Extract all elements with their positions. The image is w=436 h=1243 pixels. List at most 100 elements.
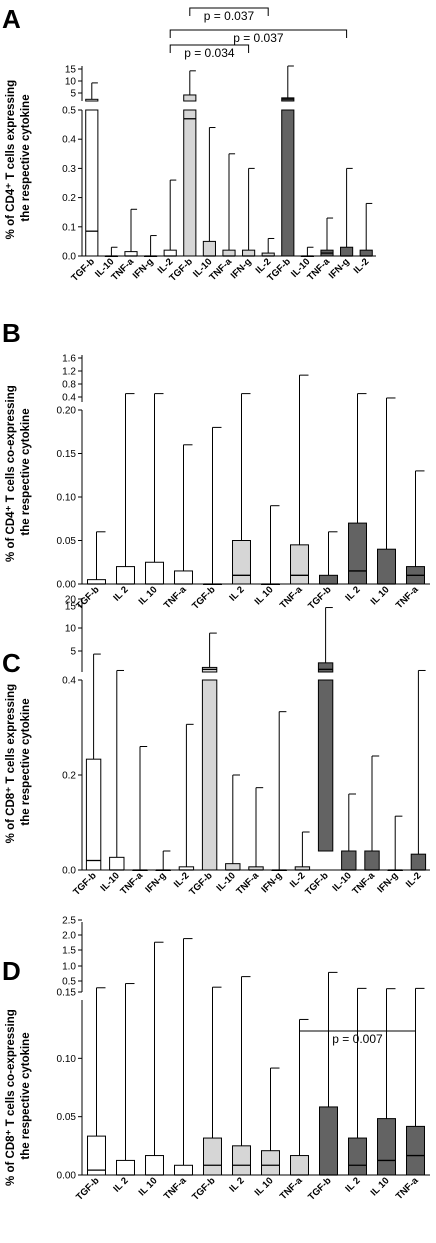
- category-label: IL 2: [111, 1175, 130, 1194]
- panel-d: D % of CD8⁺ T cells co-expressing the re…: [2, 916, 430, 1203]
- y-tick-label: 0.5: [62, 106, 76, 117]
- category-label: TGF-b: [306, 1175, 334, 1203]
- y-tick-label: 15: [65, 65, 77, 76]
- y-axis-label-d-line2: the respective cytokine: [20, 1032, 32, 1159]
- significance-bracket: [169, 44, 250, 53]
- category-label: IL 2: [343, 1175, 362, 1194]
- category-label: IL 2: [343, 584, 362, 603]
- y-axis-label-d: % of CD8⁺ T cells co-expressing the resp…: [5, 1006, 32, 1186]
- category-label: IFN-g: [375, 870, 400, 895]
- category-label: IL 10: [137, 1175, 160, 1198]
- y-tick-label: 0.0: [62, 252, 76, 263]
- category-label: IFN-g: [259, 870, 284, 895]
- box: [410, 853, 427, 871]
- y-tick-label: 10: [65, 77, 77, 88]
- p-value-label: p = 0.037: [233, 31, 284, 45]
- y-axis-label-c-line2: the respective cytokine: [20, 698, 32, 825]
- y-tick-label: 0.0: [62, 866, 76, 877]
- panel-letter-a: A: [2, 4, 21, 34]
- plot-b: 0.00 0.05 0.10 0.15 0.20 0.4 0.8 1.2 1.6 TGF-b IL …: [57, 354, 430, 612]
- category-label: IL 10: [253, 1175, 276, 1198]
- panel-letter-b: B: [2, 318, 21, 348]
- p-value-label: p = 0.034: [184, 46, 235, 60]
- box: [364, 850, 380, 871]
- category-label: TNF-a: [305, 256, 332, 283]
- category-label: TNF-a: [118, 870, 145, 897]
- box: [290, 544, 309, 585]
- y-tick-label: 0.4: [62, 135, 76, 146]
- category-label: TNF-a: [109, 256, 136, 283]
- category-label: IL 10: [369, 1175, 392, 1198]
- category-label: TNF-a: [162, 584, 189, 611]
- box: [348, 1137, 367, 1176]
- category-label: IFN-g: [131, 256, 156, 281]
- box: [348, 522, 367, 585]
- category-label: IL-2: [404, 870, 424, 890]
- box: [116, 566, 135, 585]
- y-tick-label: 0.10: [57, 1054, 77, 1065]
- y-axis-label-b-line1: % of CD4⁺ T cells co-expressing: [5, 385, 17, 562]
- category-label: IFN-g: [143, 870, 168, 895]
- category-label: TGF-b: [190, 584, 218, 612]
- box: [232, 1145, 251, 1176]
- box: [87, 1135, 106, 1176]
- y-tick-label: 0.8: [62, 380, 76, 391]
- panel-b: B % of CD4⁺ T cells co-expressing the re…: [2, 318, 430, 612]
- y-tick-label: 1.0: [62, 962, 76, 973]
- category-label: TNF-a: [162, 1175, 189, 1202]
- category-label: IL 10: [137, 584, 160, 607]
- box: [319, 1106, 338, 1176]
- y-tick-label: 2.0: [62, 931, 76, 942]
- category-label: TNF-a: [278, 1175, 305, 1202]
- y-tick-label: 0.00: [57, 1171, 77, 1182]
- box-upper: [183, 94, 197, 102]
- y-tick-label: 5: [70, 647, 76, 658]
- category-label: TNF-a: [394, 584, 421, 611]
- box: [242, 249, 256, 257]
- y-tick-label: 0.3: [62, 164, 76, 175]
- category-label: TNF-a: [278, 584, 305, 611]
- y-tick-label: 0.4: [62, 393, 76, 404]
- y-tick-label: 15: [65, 602, 77, 613]
- p-value-label: p = 0.037: [204, 9, 255, 23]
- y-tick-label: 0.15: [57, 988, 77, 999]
- category-label: IL 10: [253, 584, 276, 607]
- y-axis-label-b-line2: the respective cytokine: [20, 408, 32, 535]
- box: [281, 109, 295, 257]
- box: [377, 548, 396, 585]
- panel-letter-d: D: [2, 956, 21, 986]
- category-label: IL-2: [172, 870, 192, 890]
- box: [85, 758, 102, 871]
- p-value-label: p = 0.007: [332, 1032, 383, 1046]
- box-upper: [85, 98, 99, 102]
- y-tick-label: 0.20: [57, 406, 77, 417]
- significance-bracket: [299, 1030, 416, 1039]
- category-label: TGF-b: [74, 1175, 102, 1203]
- y-axis-label-c-line1: % of CD8⁺ T cells expressing: [5, 684, 17, 843]
- box: [201, 679, 218, 871]
- panel-c: C % of CD8⁺ T cells expressing the respe…: [2, 595, 430, 898]
- y-axis-label-a: % of CD4⁺ T cells expressing the respect…: [5, 77, 32, 240]
- box: [203, 1137, 222, 1176]
- box: [319, 574, 338, 585]
- y-tick-label: 0.2: [62, 193, 76, 204]
- box: [225, 863, 241, 871]
- box: [174, 1164, 193, 1176]
- category-label: IFN-g: [327, 256, 352, 281]
- category-label: IL 2: [227, 584, 246, 603]
- box: [341, 850, 357, 871]
- y-tick-label: 0.00: [57, 580, 77, 591]
- y-tick-label: 1.2: [62, 367, 76, 378]
- box: [222, 249, 236, 257]
- y-tick-label: 0.05: [57, 1112, 77, 1123]
- box: [340, 246, 354, 257]
- box: [406, 1125, 425, 1176]
- box: [124, 251, 138, 257]
- plot-a: 0.00.10.20.30.40.551015TGF-bIL-10TNF-aIF…: [62, 7, 376, 284]
- category-label: TNF-a: [207, 256, 234, 283]
- box: [163, 249, 177, 257]
- category-label: IL 2: [227, 1175, 246, 1194]
- significance-bracket: [189, 7, 269, 16]
- y-tick-label: 0.15: [57, 449, 77, 460]
- y-axis-label-b: % of CD4⁺ T cells co-expressing the resp…: [5, 382, 32, 562]
